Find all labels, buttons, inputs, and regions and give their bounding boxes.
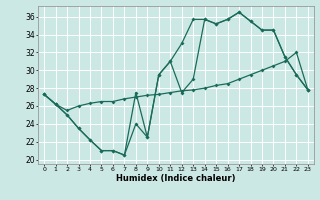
X-axis label: Humidex (Indice chaleur): Humidex (Indice chaleur) xyxy=(116,174,236,183)
